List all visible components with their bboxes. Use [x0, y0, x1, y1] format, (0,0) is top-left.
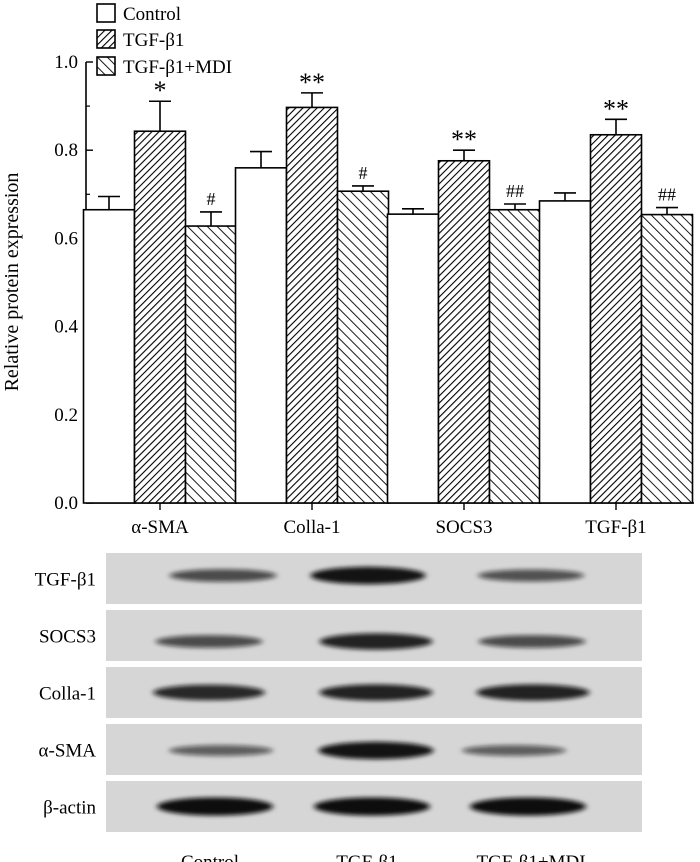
y-axis: 0.0 0.2 0.4 0.6 0.8 1.0: [54, 52, 93, 514]
x-tick-label: TGF-β1: [585, 517, 646, 538]
blot-band: [314, 797, 430, 816]
significance-mark: *: [154, 76, 167, 105]
bar-tgf-1-mdi-1: [336, 190, 390, 504]
significance-mark: #: [207, 189, 216, 209]
y-tick-label: 0.8: [54, 140, 78, 161]
y-tick-label: 0.2: [54, 405, 78, 426]
legend: Control TGF-β1 TGF-β1+MDI: [96, 3, 232, 78]
blot-row-label: β-actin: [43, 798, 96, 819]
legend-swatch-tgf: [96, 29, 116, 49]
bar-tgf-1-mdi-0: [184, 225, 238, 504]
blot-band: [153, 684, 265, 701]
blot-band: [169, 569, 277, 582]
blot-band: [478, 569, 584, 582]
blot-band: [476, 684, 590, 701]
bar-tgf-1-1: [285, 106, 339, 504]
legend-label-tgf-mdi: TGF-β1+MDI: [123, 57, 232, 78]
significance-mark: ##: [658, 185, 676, 205]
y-tick-label: 0.0: [54, 493, 78, 514]
blot-band: [310, 566, 426, 585]
y-tick-label: 0.6: [54, 228, 78, 249]
blot-band: [319, 684, 433, 701]
blot-band: [462, 745, 566, 756]
y-tick-label: 1.0: [54, 52, 78, 73]
bar-tgf-1-0: [133, 130, 187, 504]
y-axis-label: Relative protein expression: [1, 173, 23, 392]
bars: * # ** # ** ## ** ##: [82, 68, 694, 504]
bar-control-0: [82, 208, 136, 504]
bar-control-2: [386, 213, 440, 504]
blot-lane-label: Control: [181, 852, 239, 862]
blot-row-label: α-SMA: [39, 741, 97, 762]
x-axis: α-SMA Colla-1 SOCS3 TGF-β1: [131, 503, 647, 538]
blot-lane-label: TGF-β1: [336, 852, 397, 862]
significance-mark: ##: [506, 181, 524, 201]
significance-mark: **: [603, 94, 629, 123]
blot-band: [318, 741, 434, 760]
bar-tgf-1-3: [589, 133, 643, 504]
blot-lane-label: TGF-β1+MDI: [476, 852, 585, 862]
bar-control-3: [538, 200, 592, 504]
blot-band: [169, 745, 273, 756]
bar-tgf-1-mdi-2: [488, 208, 542, 504]
legend-label-tgf: TGF-β1: [123, 30, 184, 51]
bar-control-1: [234, 167, 288, 504]
significance-mark: **: [299, 68, 325, 97]
blot-band: [478, 635, 586, 648]
blot-row-label: TGF-β1: [35, 570, 96, 591]
significance-mark: #: [359, 163, 368, 183]
x-tick-label: Colla-1: [284, 517, 341, 538]
legend-label-control: Control: [123, 4, 181, 25]
blot-row-label: SOCS3: [39, 627, 96, 648]
x-tick-label: SOCS3: [435, 517, 492, 538]
bar-tgf-1-2: [437, 159, 491, 504]
blot-band: [155, 635, 263, 648]
legend-swatch-tgf-mdi: [96, 56, 116, 76]
x-tick-label: α-SMA: [131, 517, 189, 538]
blot-row-label: Colla-1: [39, 684, 96, 705]
blot-band: [470, 797, 586, 816]
blot-band: [157, 797, 273, 816]
blot-band: [319, 633, 433, 650]
bar-tgf-1-mdi-3: [640, 213, 694, 504]
western-blot: TGF-β1 SOCS3 Colla-1 α-SMA β-actin Control TGF…: [35, 553, 642, 862]
legend-swatch-control: [96, 3, 116, 23]
significance-mark: **: [451, 125, 477, 154]
y-tick-label: 0.4: [54, 317, 78, 338]
